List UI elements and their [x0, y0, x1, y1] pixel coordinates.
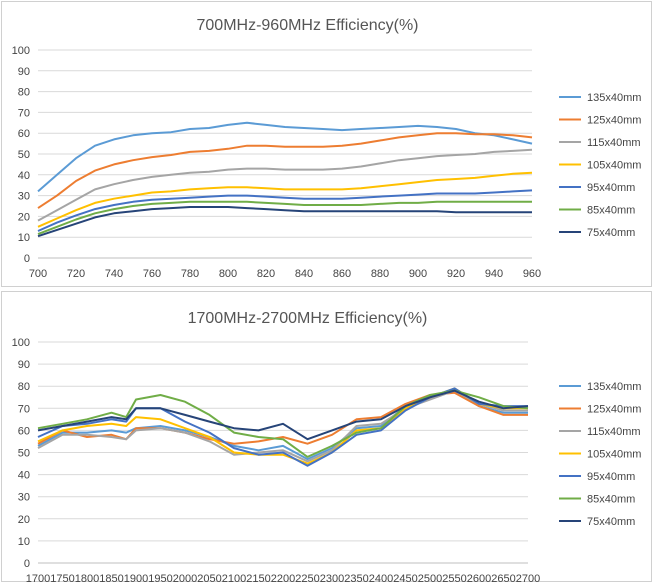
chart2-legend: 135x40mm 125x40mm 115x40mm 105x40mm 95x40mm 8… [559, 381, 641, 528]
chart2-series-line-115x40mm [37, 389, 528, 463]
chart1-series-line-105x40mm [37, 171, 533, 228]
chart1-series-line-95x40mm [37, 189, 533, 232]
chart2-y-tick-label: 50 [18, 448, 30, 460]
chart2-x-tick-label: 1700 [26, 573, 50, 583]
chart2-y-tick-label: 40 [18, 470, 30, 482]
chart2-legend-label: 75x40mm [587, 516, 635, 528]
chart2-x-tick-label: 2300 [320, 573, 344, 583]
chart2-legend-label: 135x40mm [587, 381, 641, 393]
chart1-y-tick-label: 40 [18, 170, 30, 182]
chart2-x-tick-label: 2400 [369, 573, 393, 583]
chart1-x-tick-label: 840 [295, 268, 313, 280]
chart1-x-tick-label: 700 [29, 268, 47, 280]
chart2-series-line-75x40mm [37, 389, 529, 441]
chart2-x-tick-label: 2450 [393, 573, 417, 583]
chart2-x-tick-label: 2100 [222, 573, 246, 583]
chart1-legend-label: 75x40mm [587, 227, 635, 239]
chart1-x-tick-label: 740 [105, 268, 123, 280]
chart2-x-tick-label: 2700 [516, 573, 540, 583]
chart2-title: 1700MHz-2700MHz Efficiency(%) [188, 310, 428, 327]
chart1-x-tick-label: 900 [409, 268, 427, 280]
chart2-x-tick-label: 2350 [344, 573, 368, 583]
chart2-legend-label: 125x40mm [587, 404, 641, 416]
chart2-x-tick-label: 2150 [246, 573, 270, 583]
chart2-y-tick-label: 0 [24, 558, 30, 570]
chart1-series-line-115x40mm [37, 148, 533, 222]
chart1-y-tick-label: 30 [18, 191, 30, 203]
chart1-legend-label: 125x40mm [587, 115, 641, 127]
chart-panel-1700-2700: 1700MHz-2700MHz Efficiency(%) 0 10 20 30 40 50… [1, 291, 652, 583]
chart2-x-tick-label: 2200 [271, 573, 295, 583]
chart2-y-tick-label: 10 [18, 536, 30, 548]
chart2-x-tick-label: 2550 [442, 573, 466, 583]
chart1-x-tick-label: 800 [219, 268, 237, 280]
efficiency-chart-700-960: 700MHz-960MHz Efficiency(%) 0 10 20 30 40 50 60… [12, 17, 642, 280]
chart2-x-tick-label: 1750 [50, 573, 74, 583]
chart2-legend-label: 85x40mm [587, 494, 635, 506]
chart1-y-tick-label: 0 [24, 253, 30, 265]
chart2-y-tick-label: 30 [18, 492, 30, 504]
chart1-x-tick-label: 760 [143, 268, 161, 280]
chart2-series-line-85x40mm [37, 389, 529, 458]
chart1-legend: 135x40mm 125x40mm 115x40mm 105x40mm 95x40mm 8… [559, 92, 641, 239]
chart1-series-line-75x40mm [37, 206, 532, 238]
chart1-x-tick-label: 860 [333, 268, 351, 280]
chart1-series-line-125x40mm [37, 132, 533, 209]
chart2-x-tick-label: 1800 [75, 573, 99, 583]
chart1-y-tick-label: 90 [18, 66, 30, 78]
chart1-x-tick-label: 880 [371, 268, 389, 280]
chart1-x-tick-label: 720 [67, 268, 85, 280]
chart1-legend-label: 115x40mm [587, 137, 641, 149]
chart2-y-tick-label: 60 [18, 425, 30, 437]
chart1-x-tick-label: 960 [523, 268, 541, 280]
chart2-x-tick-label: 1900 [124, 573, 148, 583]
chart2-x-tick-label: 2650 [491, 573, 515, 583]
chart2-y-tick-label: 70 [18, 403, 30, 415]
chart1-series-line-85x40mm [37, 200, 532, 236]
chart2-legend-label: 115x40mm [587, 426, 641, 438]
chart1-x-tick-label: 920 [447, 268, 465, 280]
chart1-legend-label: 105x40mm [587, 160, 641, 172]
chart1-y-tick-label: 50 [18, 149, 30, 161]
chart2-legend-label: 95x40mm [587, 471, 635, 483]
chart1-legend-label: 85x40mm [587, 205, 635, 217]
chart1-y-tick-label: 80 [18, 87, 30, 99]
chart1-y-tick-label: 60 [18, 128, 30, 140]
chart1-y-tick-label: 70 [18, 107, 30, 119]
chart2-x-tick-label: 2000 [173, 573, 197, 583]
chart2-y-tick-label: 100 [12, 337, 30, 349]
chart2-x-tick-label: 2250 [295, 573, 319, 583]
chart2-y-tick-label: 20 [18, 514, 30, 526]
chart1-y-tick-label: 10 [18, 232, 30, 244]
chart-panel-700-960: 700MHz-960MHz Efficiency(%) 0 10 20 30 40 50 60… [1, 1, 652, 287]
chart2-y-tick-label: 90 [18, 359, 30, 371]
chart2-x-tick-label: 2600 [467, 573, 491, 583]
chart1-y-tick-label: 100 [12, 45, 30, 57]
chart2-x-tick-label: 1850 [99, 573, 123, 583]
efficiency-chart-1700-2700: 1700MHz-2700MHz Efficiency(%) 0 10 20 30 40 50… [12, 310, 642, 583]
chart1-x-tick-label: 780 [181, 268, 199, 280]
chart2-x-tick-label: 1950 [148, 573, 172, 583]
chart1-series-line-135x40mm [37, 121, 533, 193]
chart1-x-tick-label: 940 [485, 268, 503, 280]
chart1-legend-label: 135x40mm [587, 92, 641, 104]
chart2-x-tick-label: 2050 [197, 573, 221, 583]
chart1-y-tick-label: 20 [18, 211, 30, 223]
chart1-x-tick-label: 820 [257, 268, 275, 280]
chart2-x-tick-label: 2500 [418, 573, 442, 583]
chart2-legend-label: 105x40mm [587, 449, 641, 461]
chart2-y-tick-label: 80 [18, 381, 30, 393]
chart1-legend-label: 95x40mm [587, 182, 635, 194]
chart1-title: 700MHz-960MHz Efficiency(%) [197, 17, 419, 34]
